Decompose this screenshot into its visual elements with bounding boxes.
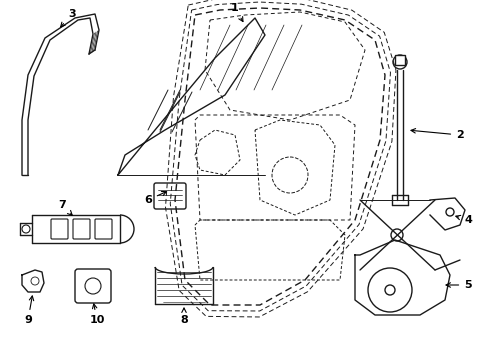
FancyBboxPatch shape (394, 55, 404, 65)
Text: 6: 6 (144, 192, 166, 205)
Text: 3: 3 (61, 9, 76, 27)
FancyBboxPatch shape (73, 219, 90, 239)
Text: 2: 2 (410, 129, 463, 140)
Text: 4: 4 (455, 215, 471, 225)
FancyBboxPatch shape (95, 219, 112, 239)
Text: 10: 10 (89, 304, 104, 325)
Text: 5: 5 (445, 280, 471, 290)
FancyBboxPatch shape (75, 269, 111, 303)
Text: 8: 8 (180, 308, 187, 325)
FancyBboxPatch shape (51, 219, 68, 239)
Text: 9: 9 (24, 296, 34, 325)
Text: 7: 7 (58, 200, 72, 215)
FancyBboxPatch shape (154, 183, 185, 209)
Text: 1: 1 (231, 3, 243, 22)
